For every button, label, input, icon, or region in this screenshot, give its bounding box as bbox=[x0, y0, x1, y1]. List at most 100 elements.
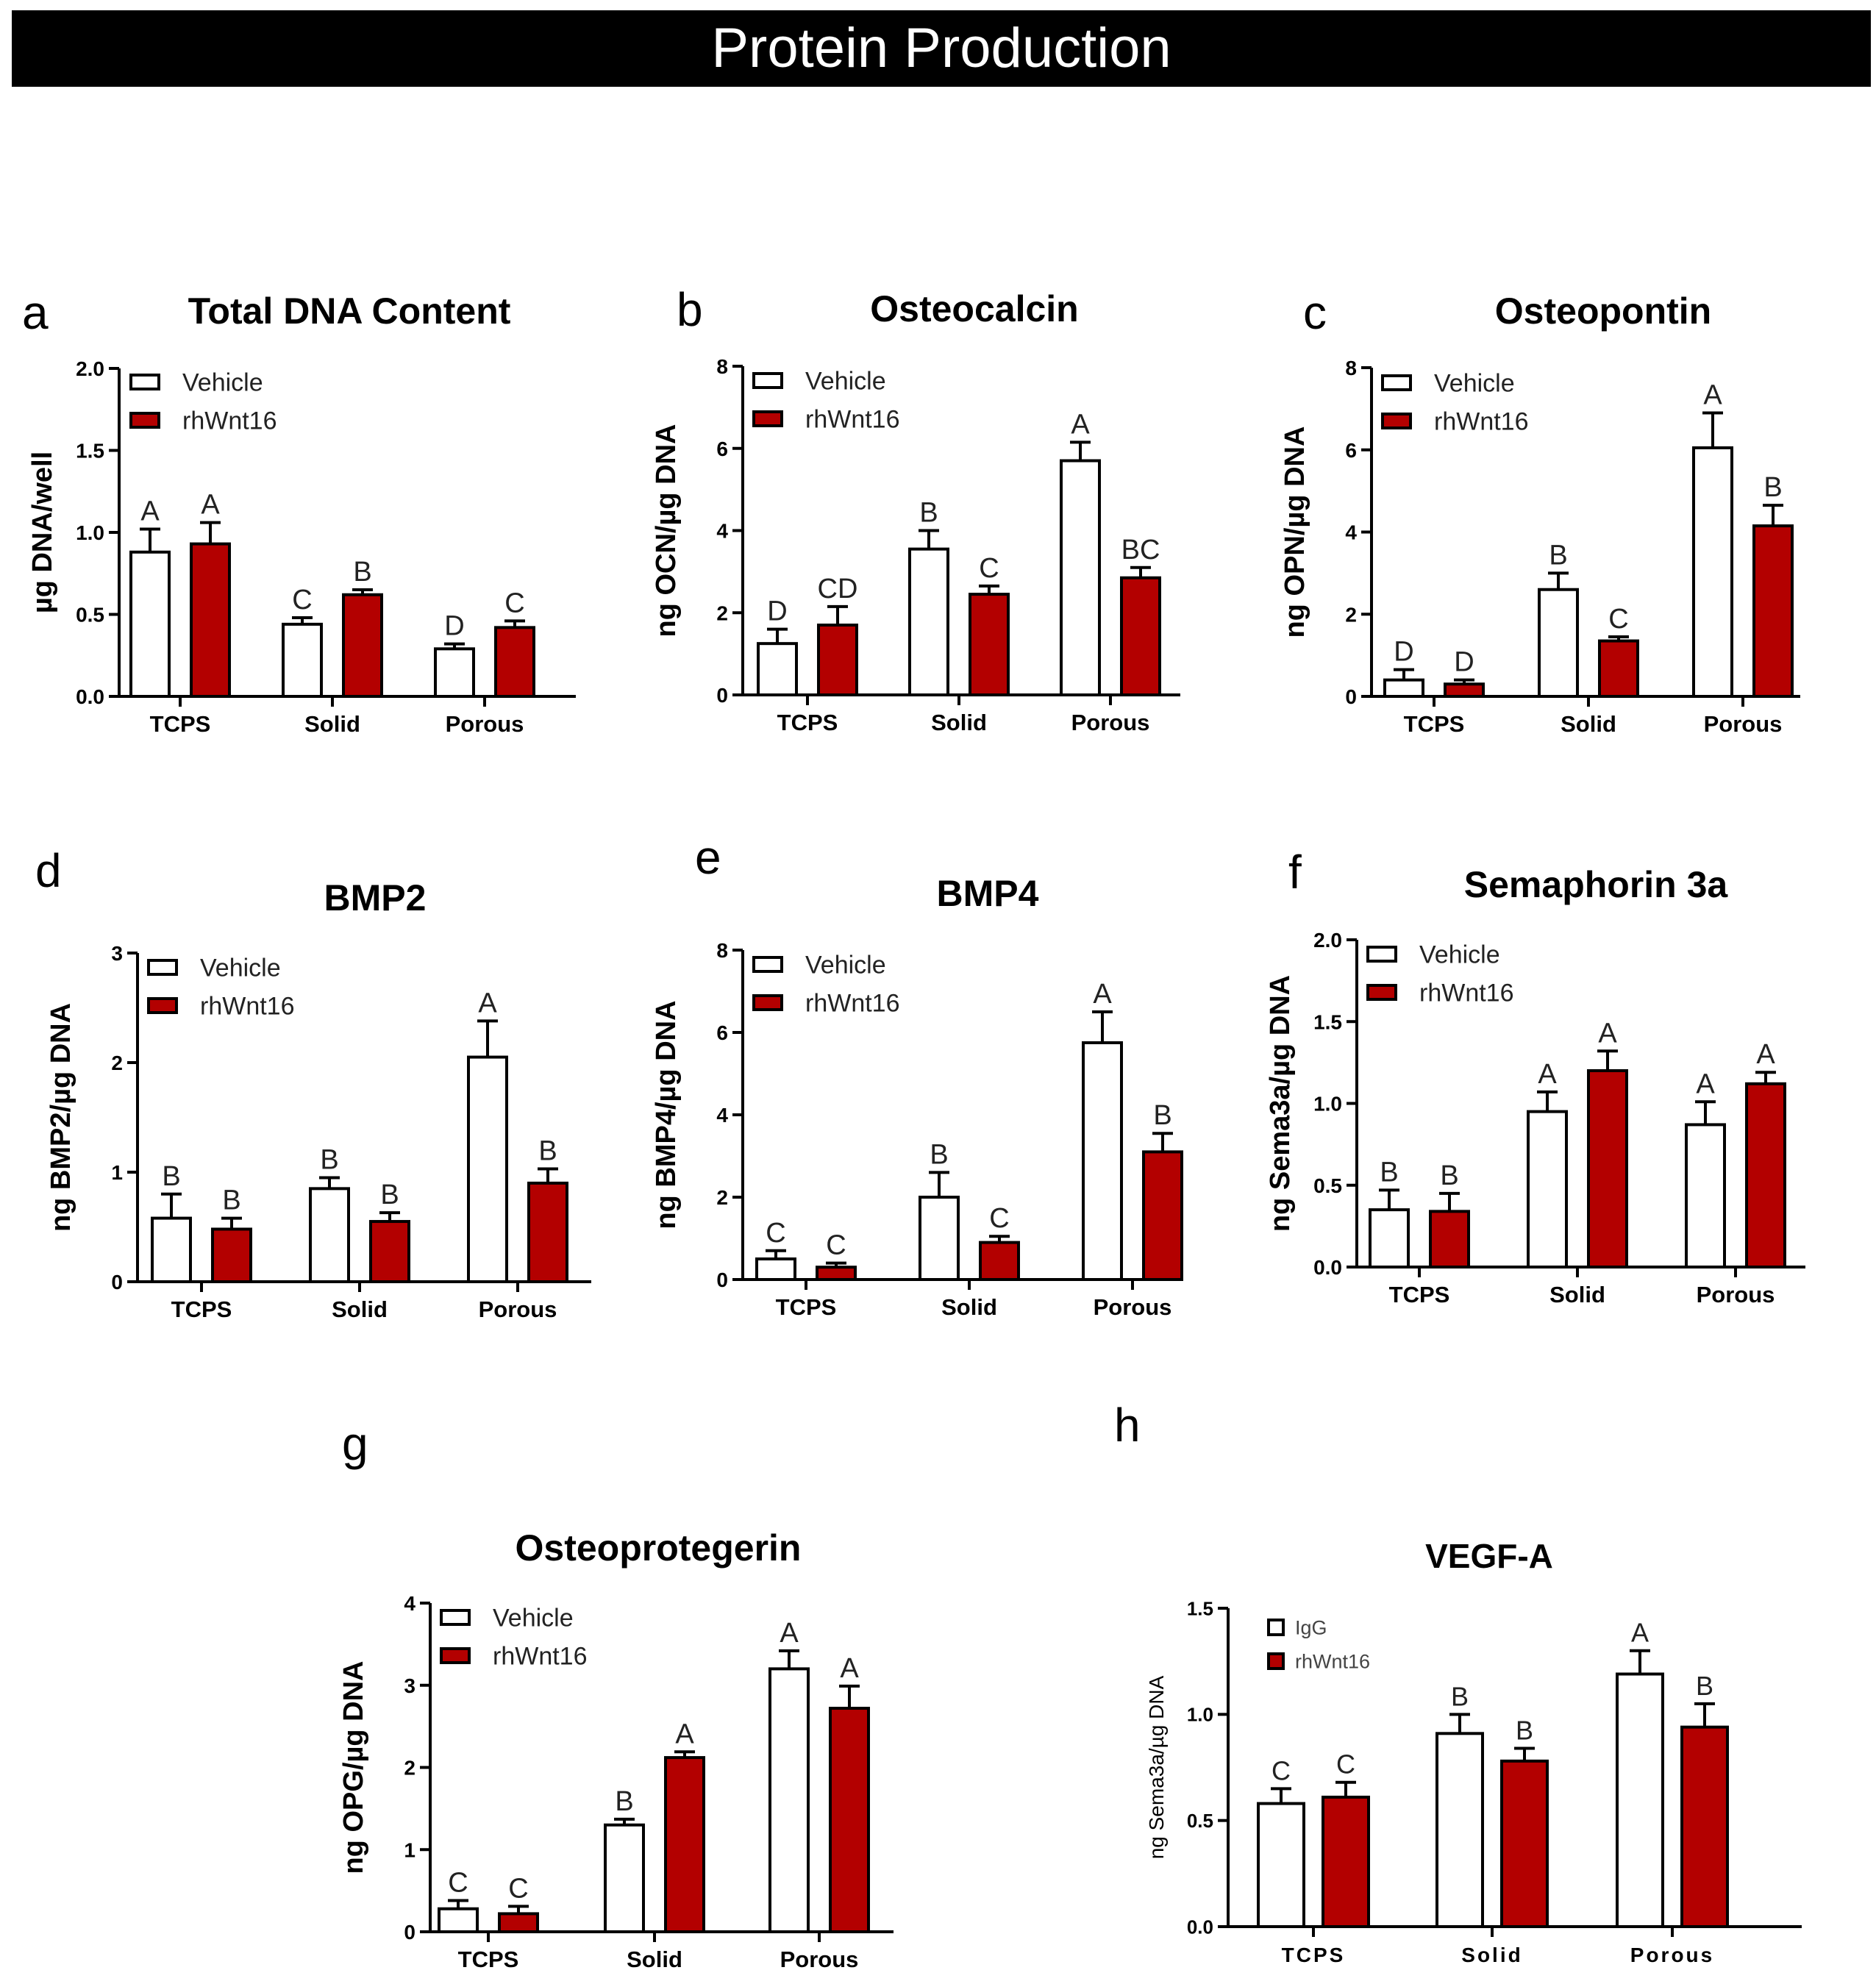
panel-b-sig-letter: B bbox=[919, 498, 938, 529]
panel-f-bar bbox=[1527, 1110, 1568, 1268]
panel-f-x-tick-label: Solid bbox=[1549, 1282, 1605, 1307]
panel-e-bar bbox=[1142, 1150, 1183, 1282]
panel-h-label: h bbox=[1114, 1399, 1141, 1452]
panel-b-y-tick-label: 2 bbox=[716, 602, 728, 624]
panel-b-bar bbox=[1060, 459, 1101, 696]
panel-a-x-tick-label: Solid bbox=[304, 711, 360, 737]
panel-d-bar bbox=[211, 1227, 252, 1283]
panel-e-label: e bbox=[695, 831, 721, 884]
panel-a-title: Total DNA Content bbox=[188, 290, 511, 332]
panel-a-bar bbox=[342, 593, 383, 698]
panel-d-label: d bbox=[35, 844, 62, 897]
panel-a-sig-letter: B bbox=[353, 557, 371, 588]
panel-e-legend-swatch bbox=[752, 956, 783, 973]
panel-f-y-tick-label: 2.0 bbox=[1313, 929, 1342, 952]
panel-d-x-tick-label: Solid bbox=[332, 1296, 388, 1322]
panel-e-legend-label: Vehicle bbox=[805, 952, 886, 979]
panel-g-legend-swatch bbox=[440, 1647, 471, 1664]
panel-f-y-tick-label: 0.5 bbox=[1313, 1174, 1342, 1197]
panel-c-legend-label: Vehicle bbox=[1434, 370, 1515, 398]
panel-a-bar bbox=[129, 550, 171, 699]
panel-h-legend-swatch bbox=[1267, 1652, 1285, 1670]
panel-h-legend-label: IgG bbox=[1295, 1617, 1327, 1639]
panel-d-bar bbox=[527, 1181, 568, 1284]
panel-b-sig-letter: A bbox=[1071, 409, 1090, 440]
panel-f-sig-letter: B bbox=[1440, 1160, 1458, 1191]
panel-h-bar bbox=[1680, 1725, 1729, 1928]
panel-e-sig-letter: C bbox=[826, 1230, 846, 1261]
panel-d-sig-letter: B bbox=[222, 1185, 240, 1216]
panel-g-sig-letter: A bbox=[840, 1653, 859, 1684]
panel-e-x-tick-label: TCPS bbox=[776, 1294, 837, 1320]
panel-g-bar bbox=[829, 1707, 870, 1934]
panel-f-x-tick-label: TCPS bbox=[1389, 1282, 1450, 1307]
panel-c-bar bbox=[1752, 524, 1794, 699]
panel-c-y-tick-label: 2 bbox=[1345, 603, 1357, 626]
panel-c-bar bbox=[1598, 639, 1639, 698]
panel-f-y-tick-label: 0.0 bbox=[1313, 1256, 1342, 1279]
panel-g-y-tick-label: 2 bbox=[404, 1757, 415, 1780]
panel-f-legend-swatch bbox=[1366, 946, 1397, 963]
panel-h-legend-label: rhWnt16 bbox=[1295, 1651, 1370, 1673]
panel-a-x-tick-label: TCPS bbox=[150, 711, 211, 737]
panel-d-bar bbox=[467, 1055, 508, 1284]
panel-b-legend-swatch bbox=[752, 372, 783, 389]
panel-c-sig-letter: B bbox=[1763, 472, 1782, 503]
panel-f-sig-letter: B bbox=[1380, 1157, 1398, 1188]
panel-b-sig-letter: C bbox=[979, 553, 999, 584]
panel-h-y-tick-label: 0.5 bbox=[1187, 1810, 1213, 1832]
panel-a-y-tick-label: 1.5 bbox=[76, 440, 104, 463]
panel-g-y-tick-label: 3 bbox=[404, 1674, 415, 1697]
panel-d-bar bbox=[309, 1187, 350, 1283]
panel-h-x-tick-label: Porous bbox=[1630, 1944, 1714, 1966]
panel-f-bar bbox=[1685, 1123, 1726, 1269]
panel-e-y-axis-label: ng BMP4/µg DNA bbox=[651, 1000, 682, 1229]
panel-c-x-tick-label: TCPS bbox=[1404, 711, 1465, 737]
panel-b-x-tick-label: Solid bbox=[931, 710, 987, 735]
panel-c-sig-letter: D bbox=[1394, 637, 1413, 668]
panel-b-sig-letter: D bbox=[767, 596, 787, 627]
panel-a-sig-letter: D bbox=[444, 611, 464, 642]
panel-g-y-tick-label: 4 bbox=[404, 1592, 415, 1615]
panel-d-sig-letter: A bbox=[478, 988, 497, 1018]
panel-a-y-axis-label: µg DNA/well bbox=[27, 452, 58, 613]
panel-d-bar bbox=[369, 1220, 410, 1284]
panel-f-y-tick-label: 1.5 bbox=[1313, 1010, 1342, 1033]
panel-d-legend-label: rhWnt16 bbox=[200, 993, 295, 1021]
panel-h-sig-letter: B bbox=[1451, 1681, 1469, 1711]
panel-b-title: Osteocalcin bbox=[870, 288, 1078, 329]
panel-a-bar bbox=[190, 542, 231, 698]
panel-b-bar bbox=[817, 624, 858, 697]
panel-e-y-tick-label: 2 bbox=[716, 1186, 728, 1209]
panel-d-y-axis-label: ng BMP2/µg DNA bbox=[46, 1003, 76, 1232]
panel-f-title: Semaphorin 3a bbox=[1464, 864, 1729, 905]
panel-g-sig-letter: C bbox=[448, 1868, 468, 1899]
panel-h-x-tick-label: TCPS bbox=[1282, 1944, 1346, 1966]
figure-title: Protein Production bbox=[711, 17, 1171, 79]
panel-a-bar bbox=[434, 647, 475, 699]
panel-g-y-axis-label: ng OPG/µg DNA bbox=[338, 1661, 369, 1874]
panel-c-bar bbox=[1692, 446, 1733, 698]
panel-c-bar bbox=[1383, 678, 1424, 699]
panel-c-title: Osteopontin bbox=[1495, 290, 1711, 332]
panel-c-sig-letter: B bbox=[1549, 540, 1567, 571]
panel-b-label: b bbox=[677, 283, 703, 336]
panel-f-bar bbox=[1369, 1208, 1410, 1268]
panel-g-legend-label: rhWnt16 bbox=[493, 1643, 588, 1671]
panel-a-legend-swatch bbox=[129, 412, 160, 429]
panel-e-x-tick-label: Porous bbox=[1094, 1294, 1172, 1320]
panel-f-y-tick-label: 1.0 bbox=[1313, 1093, 1342, 1116]
panel-f-legend-swatch bbox=[1366, 984, 1397, 1001]
panel-d-x-tick-label: TCPS bbox=[171, 1296, 232, 1322]
panel-h-bar bbox=[1257, 1802, 1305, 1928]
panel-a-x-tick-label: Porous bbox=[446, 711, 524, 737]
panel-b-x-tick-label: Porous bbox=[1071, 710, 1150, 735]
panel-d-sig-letter: B bbox=[320, 1144, 338, 1175]
panel-a-legend-label: rhWnt16 bbox=[182, 407, 277, 435]
panel-c-sig-letter: A bbox=[1703, 379, 1722, 410]
panel-g-title: Osteoprotegerin bbox=[516, 1527, 802, 1569]
panel-h-sig-letter: A bbox=[1631, 1618, 1649, 1648]
panel-e-bar bbox=[979, 1241, 1020, 1281]
panel-e-bar bbox=[755, 1257, 796, 1281]
panel-c-x-tick-label: Solid bbox=[1561, 711, 1616, 737]
